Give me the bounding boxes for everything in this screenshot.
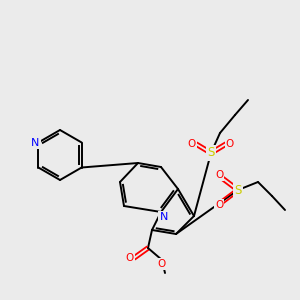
Text: N: N [160,212,168,222]
Text: N: N [31,137,40,148]
Text: S: S [234,184,242,196]
Text: O: O [188,139,196,149]
Text: O: O [226,139,234,149]
Text: S: S [207,146,215,160]
Text: O: O [158,259,166,269]
Text: O: O [215,200,223,210]
Text: O: O [126,253,134,263]
Text: O: O [215,170,223,180]
